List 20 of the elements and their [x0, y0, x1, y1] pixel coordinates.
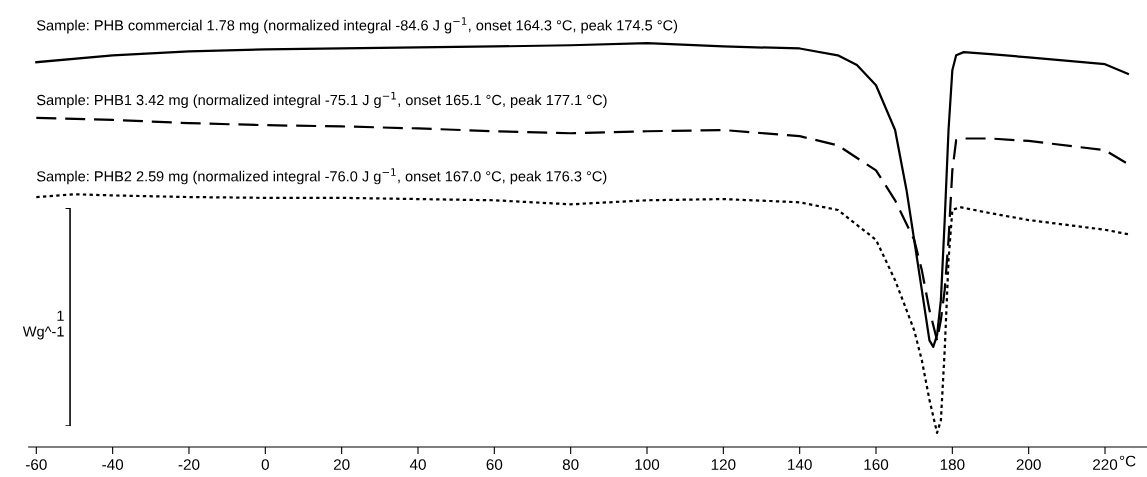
series-label: Sample: PHB2 2.59 mg (normalized integral -76.0 J g$^{−1}$, onset 167.0 °C, peak 176.3 °C) — [36, 168, 607, 185]
x-tick-label: 100 — [635, 459, 660, 470]
x-tick-label: 180 — [940, 459, 965, 470]
annotation: 1 Wg^-1 — [22, 310, 64, 340]
x-tick-label: 40 — [409, 459, 426, 470]
series-label: Sample: PHB1 3.42 mg (normalized integral -75.1 J g$^{−1}$, onset 165.1 °C, peak 177.1 °C) — [36, 92, 607, 109]
x-tick-label: 200 — [1016, 459, 1041, 470]
x-tick-label: -40 — [102, 459, 124, 470]
x-axis-title: °C — [1119, 455, 1136, 467]
x-tick-label: 60 — [486, 459, 503, 470]
x-tick-label: 140 — [788, 459, 812, 470]
x-tick-label: 160 — [864, 459, 889, 470]
x-tick-label: 220 — [1093, 459, 1118, 470]
x-tick-label: 0 — [261, 459, 269, 470]
x-tick-label: -20 — [178, 459, 200, 470]
x-tick-label: 120 — [711, 459, 736, 470]
x-tick-label: 80 — [562, 459, 579, 470]
series-label: Sample: PHB commercial 1.78 mg (normalized integral -84.6 J g$^{−1}$, onset 164.3 °C, peak 174.5 °C) — [36, 17, 678, 34]
x-tick-label: 20 — [333, 459, 350, 470]
x-tick-label: -60 — [25, 459, 47, 470]
